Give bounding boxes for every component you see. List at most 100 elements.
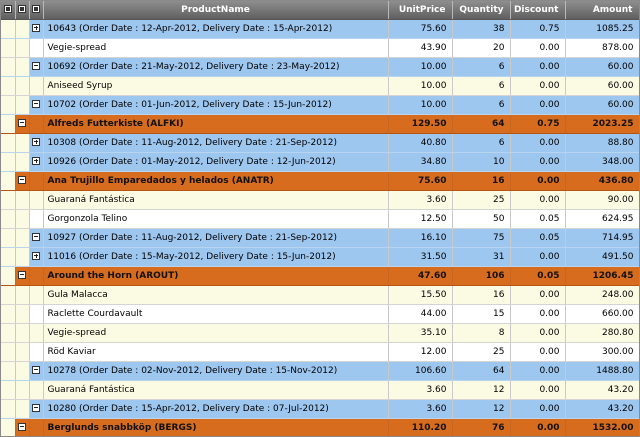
- order-row[interactable]: 10308 (Order Date : 11-Aug-2012, Deliver…: [1, 133, 639, 153]
- order-row[interactable]: 10927 (Order Date : 11-Aug-2012, Deliver…: [1, 228, 639, 248]
- minus-icon: [18, 422, 26, 431]
- indent-cell: [15, 304, 30, 324]
- column-header-unitprice[interactable]: UnitPrice: [388, 1, 453, 20]
- cell-quantity: 76: [452, 418, 511, 436]
- indent-cell: [15, 228, 30, 248]
- collapse-order-button[interactable]: [29, 57, 44, 77]
- cell-quantity: 50: [452, 209, 511, 229]
- cell-productname: 10280 (Order Date : 15-Apr-2012, Deliver…: [43, 399, 389, 419]
- cell-discount: 0.00: [510, 247, 566, 267]
- expand-all-level3-button[interactable]: [29, 1, 44, 20]
- indent-cell: [15, 323, 30, 343]
- cell-amount: 1206.45: [565, 266, 639, 286]
- plus-icon: [32, 251, 40, 260]
- collapse-customer-button[interactable]: [15, 171, 30, 191]
- order-row[interactable]: 10280 (Order Date : 15-Apr-2012, Deliver…: [1, 399, 639, 419]
- order-row[interactable]: 11016 (Order Date : 15-May-2012, Deliver…: [1, 247, 639, 267]
- product-row[interactable]: Gula Malacca 15.50 16 0.00 248.00: [1, 285, 639, 305]
- cell-productname: Aniseed Syrup: [43, 76, 389, 96]
- cell-amount: 1532.00: [565, 418, 639, 436]
- cell-quantity: 6: [452, 57, 511, 77]
- collapse-order-button[interactable]: [29, 95, 44, 115]
- cell-discount: 0.75: [510, 114, 566, 134]
- product-row[interactable]: Vegie-spread 43.90 20 0.00 878.00: [1, 38, 639, 58]
- expand-order-button[interactable]: [29, 19, 44, 39]
- expand-order-button[interactable]: [29, 152, 44, 172]
- collapse-order-button[interactable]: [29, 228, 44, 248]
- customer-row[interactable]: Ana Trujillo Emparedados y helados (ANAT…: [1, 171, 639, 191]
- cell-quantity: 25: [452, 342, 511, 362]
- product-row[interactable]: Röd Kaviar 12.00 25 0.00 300.00: [1, 342, 639, 362]
- grid-body: 10643 (Order Date : 12-Apr-2012, Deliver…: [1, 19, 639, 436]
- expand-order-button[interactable]: [29, 133, 44, 153]
- cell-quantity: 6: [452, 133, 511, 153]
- cell-productname: Raclette Courdavault: [43, 304, 389, 324]
- cell-productname: 11016 (Order Date : 15-May-2012, Deliver…: [43, 247, 389, 267]
- column-header-discount[interactable]: Discount: [510, 1, 566, 20]
- cell-unitprice: 10.00: [388, 95, 453, 115]
- product-row[interactable]: Raclette Courdavault 44.00 15 0.00 660.00: [1, 304, 639, 324]
- cell-amount: 436.80: [565, 171, 639, 191]
- order-row[interactable]: 10278 (Order Date : 02-Nov-2012, Deliver…: [1, 361, 639, 381]
- column-header-productname[interactable]: ProductName: [43, 1, 389, 20]
- collapse-customer-button[interactable]: [15, 418, 30, 436]
- collapse-order-button[interactable]: [29, 361, 44, 381]
- indent-cell: [15, 133, 30, 153]
- product-row[interactable]: Guaraná Fantástica 3.60 12 0.00 43.20: [1, 380, 639, 400]
- minus-icon: [32, 61, 40, 70]
- customer-row[interactable]: Around the Horn (AROUT) 47.60 106 0.05 1206.…: [1, 266, 639, 286]
- cell-amount: 60.00: [565, 76, 639, 96]
- column-header-quantity[interactable]: Quantity: [452, 1, 511, 20]
- minus-icon: [18, 175, 26, 184]
- indent-cell: [1, 380, 16, 400]
- indent-cell: [29, 171, 44, 191]
- indent-cell: [15, 380, 30, 400]
- collapse-order-button[interactable]: [29, 399, 44, 419]
- cell-discount: 0.00: [510, 399, 566, 419]
- cell-amount: 90.00: [565, 190, 639, 210]
- cell-quantity: 38: [452, 19, 511, 39]
- indent-cell: [1, 247, 16, 267]
- minus-icon: [32, 99, 40, 108]
- customer-row[interactable]: Alfreds Futterkiste (ALFKI) 129.50 64 0.75 2…: [1, 114, 639, 134]
- collapse-customer-button[interactable]: [15, 114, 30, 134]
- cell-unitprice: 110.20: [388, 418, 453, 436]
- indent-cell: [15, 399, 30, 419]
- cell-discount: 0.00: [510, 76, 566, 96]
- cell-discount: 0.00: [510, 418, 566, 436]
- cell-discount: 0.00: [510, 342, 566, 362]
- cell-discount: 0.00: [510, 361, 566, 381]
- cell-unitprice: 31.50: [388, 247, 453, 267]
- collapse-customer-button[interactable]: [15, 266, 30, 286]
- indent-cell: [29, 418, 44, 436]
- customer-row[interactable]: Berglunds snabbköp (BERGS) 110.20 76 0.00 15…: [1, 418, 639, 436]
- column-header-amount[interactable]: Amount: [565, 1, 639, 20]
- product-row[interactable]: Vegie-spread 35.10 8 0.00 280.80: [1, 323, 639, 343]
- indent-cell: [15, 57, 30, 77]
- order-row[interactable]: 10643 (Order Date : 12-Apr-2012, Deliver…: [1, 19, 639, 39]
- product-row[interactable]: Aniseed Syrup 10.00 6 0.00 60.00: [1, 76, 639, 96]
- order-row[interactable]: 10702 (Order Date : 01-Jun-2012, Deliver…: [1, 95, 639, 115]
- expand-order-button[interactable]: [29, 247, 44, 267]
- cell-discount: 0.00: [510, 95, 566, 115]
- indent-cell: [15, 361, 30, 381]
- indent-cell: [1, 76, 16, 96]
- expand-all-level2-button[interactable]: [15, 1, 30, 20]
- cell-discount: 0.00: [510, 133, 566, 153]
- order-row[interactable]: 10926 (Order Date : 01-May-2012, Deliver…: [1, 152, 639, 172]
- cell-amount: 1085.25: [565, 19, 639, 39]
- cell-amount: 88.80: [565, 133, 639, 153]
- cell-unitprice: 3.60: [388, 399, 453, 419]
- cell-discount: 0.05: [510, 228, 566, 248]
- cell-productname: 10278 (Order Date : 02-Nov-2012, Deliver…: [43, 361, 389, 381]
- cell-amount: 491.50: [565, 247, 639, 267]
- product-row[interactable]: Guaraná Fantástica 3.60 25 0.00 90.00: [1, 190, 639, 210]
- order-row[interactable]: 10692 (Order Date : 21-May-2012, Deliver…: [1, 57, 639, 77]
- cell-discount: 0.00: [510, 57, 566, 77]
- cell-amount: 60.00: [565, 57, 639, 77]
- indent-cell: [1, 399, 16, 419]
- indent-cell: [15, 190, 30, 210]
- expand-all-level1-button[interactable]: [1, 1, 16, 20]
- indent-cell: [1, 209, 16, 229]
- product-row[interactable]: Gorgonzola Telino 12.50 50 0.05 624.95: [1, 209, 639, 229]
